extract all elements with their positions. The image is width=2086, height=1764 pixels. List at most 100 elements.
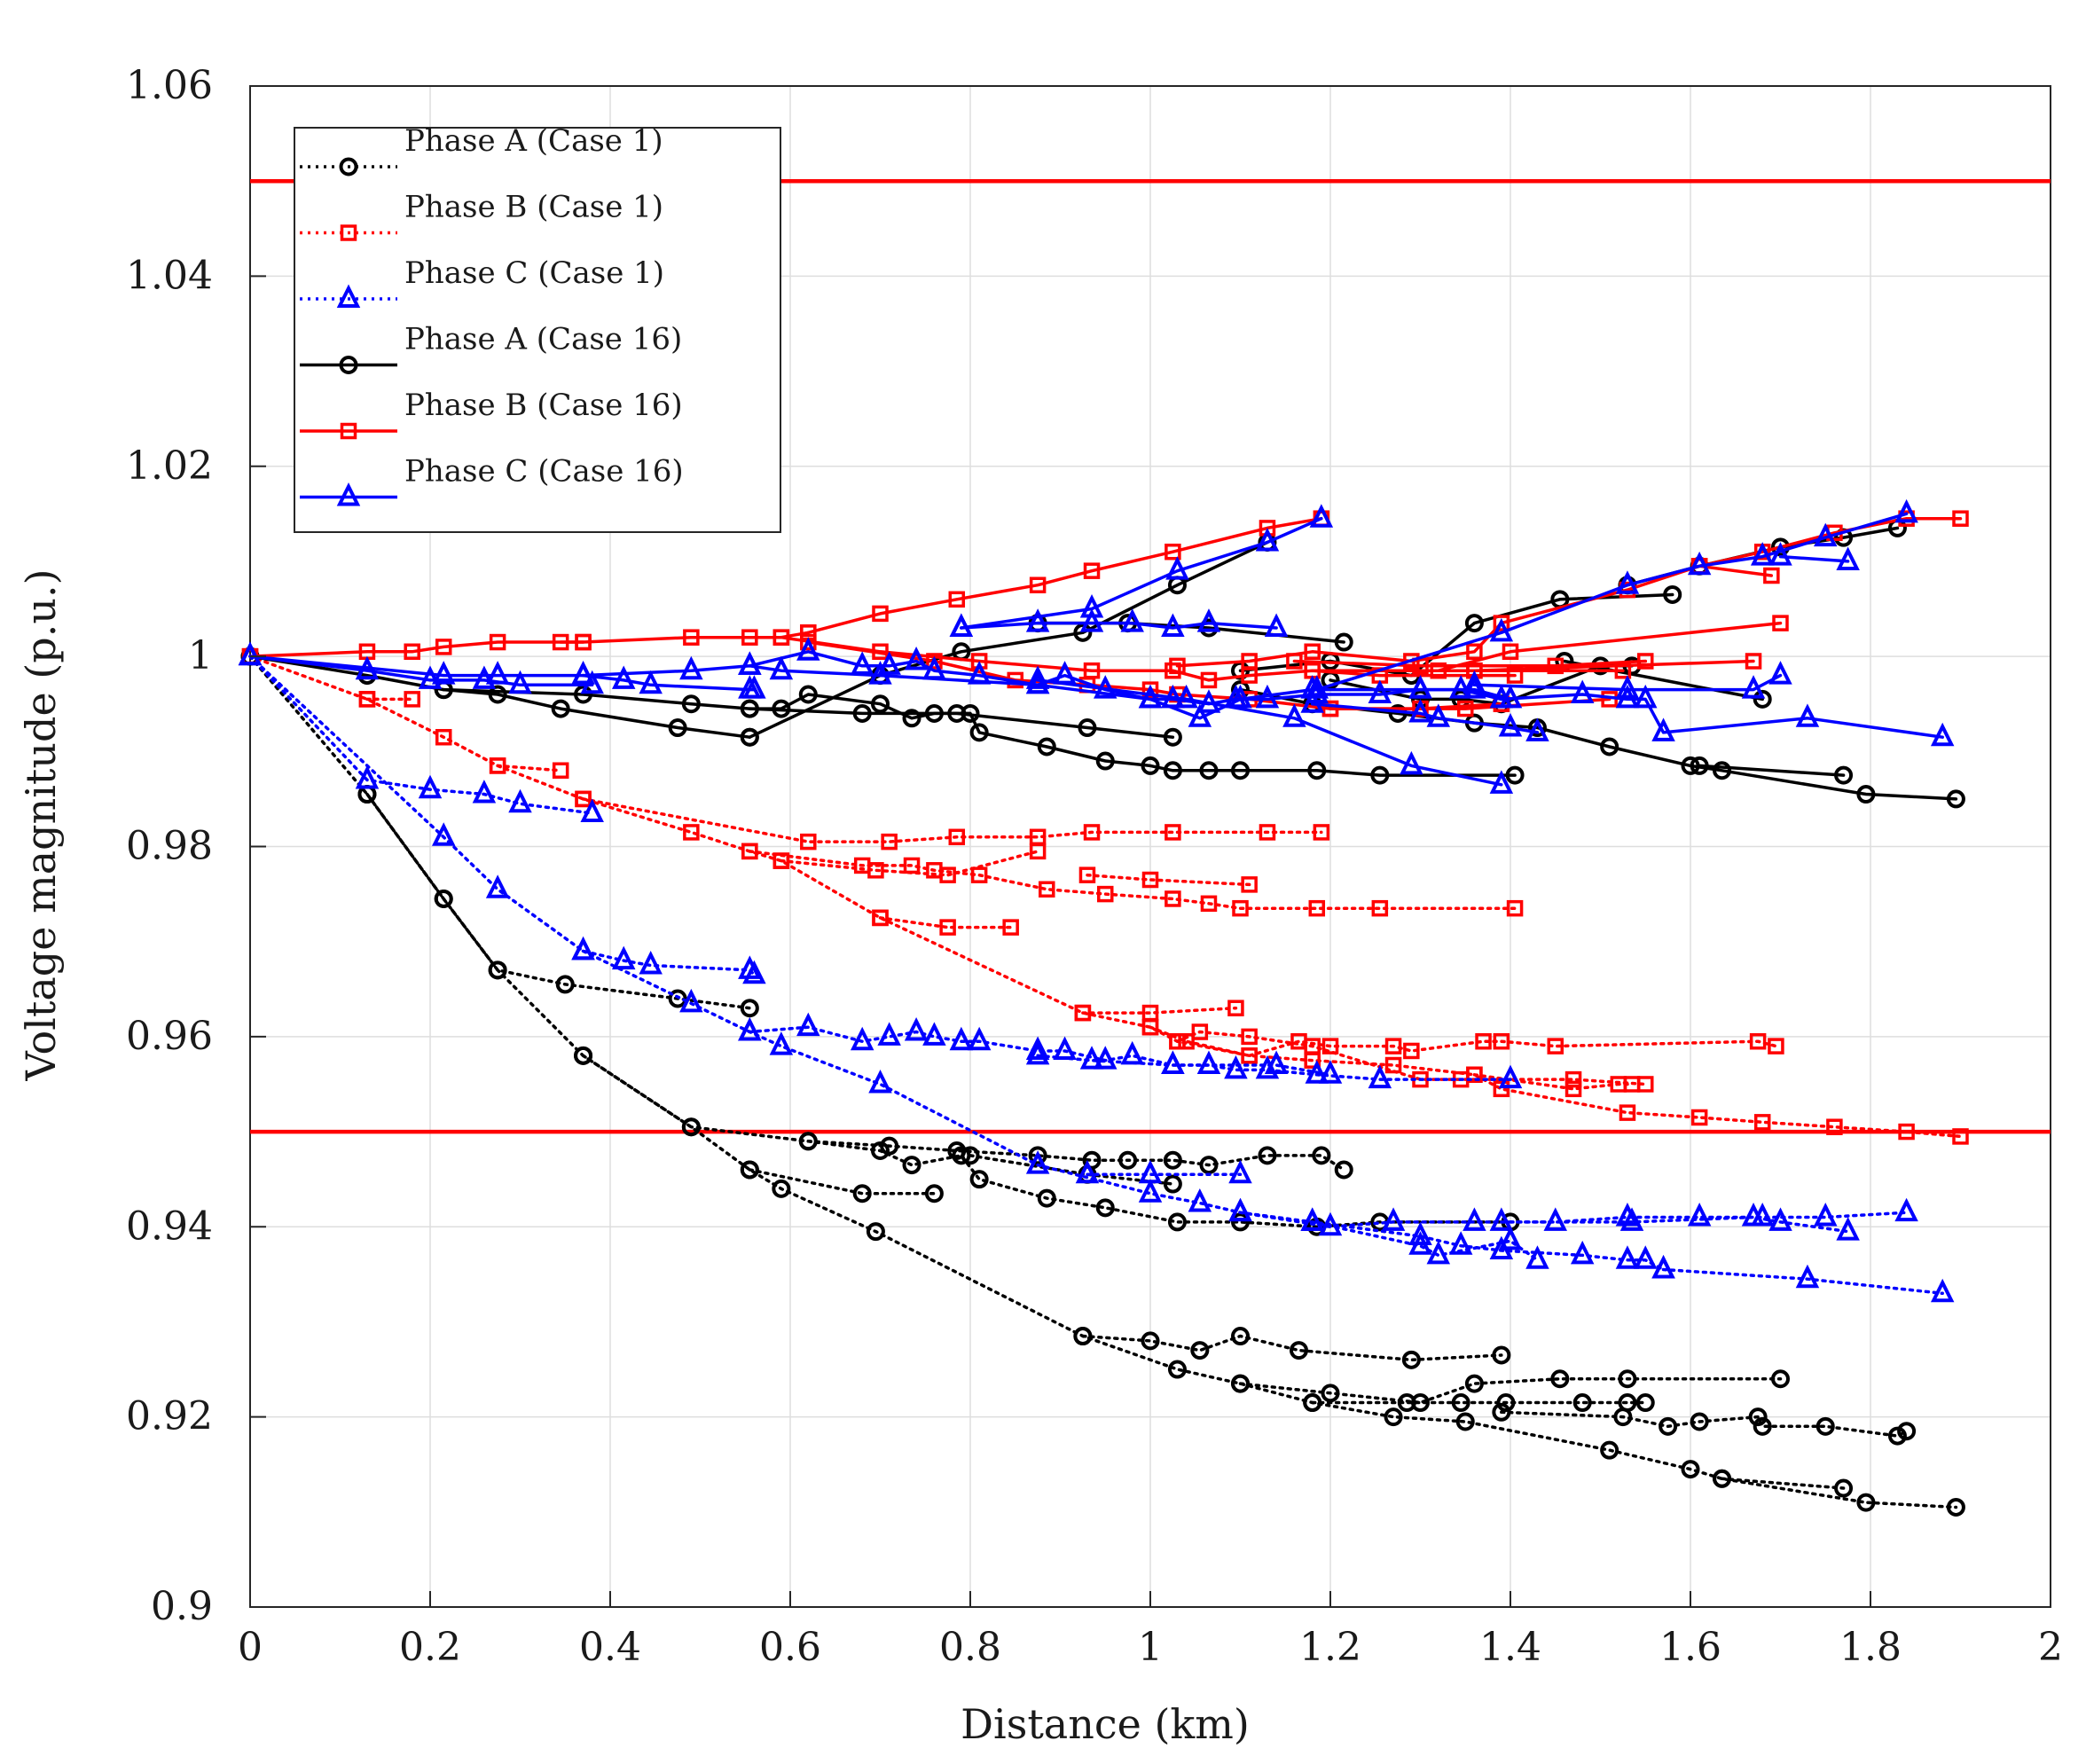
data-point — [1073, 623, 1093, 642]
data-point — [924, 1184, 944, 1203]
series-line — [1238, 1211, 1909, 1229]
data-point — [1463, 675, 1486, 699]
data-point — [1037, 737, 1056, 757]
data-point — [1600, 1440, 1619, 1460]
data-point — [571, 936, 595, 960]
data-point — [1228, 1159, 1252, 1184]
series-line — [1175, 1030, 1648, 1086]
series-line — [1149, 1025, 1778, 1058]
data-point — [679, 655, 703, 680]
series-line — [878, 916, 1013, 929]
data-point — [1264, 1050, 1289, 1075]
data-point — [969, 1170, 989, 1189]
data-point — [1570, 1240, 1595, 1265]
series-line — [248, 655, 1958, 1509]
data-point — [1370, 765, 1390, 785]
data-point — [1025, 1150, 1050, 1174]
data-point — [967, 661, 992, 685]
data-point — [1930, 1278, 1955, 1303]
data-point — [1094, 1046, 1118, 1070]
data-point — [1659, 1416, 1678, 1436]
data-point — [742, 675, 766, 699]
data-point — [1496, 1393, 1516, 1413]
data-point — [683, 629, 700, 646]
legend-marker — [340, 422, 357, 440]
data-point — [769, 655, 794, 680]
data-point — [1814, 1203, 1838, 1227]
data-point — [489, 757, 506, 774]
data-point — [1772, 615, 1789, 631]
y-tick-label: 0.96 — [126, 1014, 213, 1059]
y-tick-label: 1 — [188, 633, 213, 678]
data-point — [508, 670, 532, 694]
data-point — [1371, 899, 1389, 917]
data-point — [552, 762, 569, 779]
data-point — [1097, 885, 1114, 903]
data-point — [1241, 876, 1258, 893]
data-point — [1258, 1146, 1277, 1165]
data-point — [740, 999, 759, 1018]
legend-label: Phase A (Case 1) — [404, 123, 663, 159]
data-point — [904, 647, 929, 670]
data-point — [1231, 761, 1250, 780]
data-point — [1614, 662, 1632, 679]
data-point — [1768, 1207, 1792, 1231]
data-point — [238, 641, 263, 666]
data-point — [772, 1179, 791, 1198]
data-point — [1745, 653, 1762, 670]
series-line — [248, 631, 811, 658]
data-point — [1188, 1188, 1212, 1212]
data-point — [434, 889, 453, 908]
data-point — [1836, 546, 1860, 570]
data-point — [1095, 751, 1115, 771]
data-point — [1305, 675, 1329, 699]
data-point — [1525, 717, 1549, 741]
data-point — [1161, 613, 1185, 637]
legend-marker — [339, 157, 358, 176]
data-point — [1637, 653, 1654, 670]
data-point — [1231, 1374, 1250, 1393]
series-line — [780, 635, 1517, 682]
data-point — [1466, 643, 1483, 661]
data-point — [1321, 1038, 1339, 1054]
data-point — [1025, 1036, 1050, 1060]
x-tick-label: 1.2 — [1299, 1625, 1361, 1670]
series-line — [1720, 1477, 1846, 1490]
legend: Phase A (Case 1) Phase B (Case 1) Phase C … — [294, 123, 781, 533]
data-point — [1681, 1460, 1700, 1479]
data-point — [1741, 675, 1766, 699]
legend-marker — [340, 224, 357, 241]
data-point — [1163, 1150, 1182, 1170]
x-tick-label: 1.6 — [1659, 1625, 1721, 1670]
series-line — [496, 764, 562, 772]
data-point — [1307, 761, 1327, 780]
data-point — [867, 862, 884, 879]
data-point — [948, 828, 966, 846]
series-group — [238, 498, 1969, 1517]
data-point — [1028, 1146, 1047, 1165]
data-point — [1856, 1493, 1876, 1512]
data-point — [1505, 765, 1525, 785]
data-point — [485, 874, 510, 898]
data-point — [681, 694, 701, 714]
data-point — [1053, 1036, 1077, 1060]
series-line — [365, 792, 752, 1010]
data-point — [1651, 717, 1675, 741]
data-point — [1749, 1032, 1767, 1050]
x-tick-label: 2 — [2038, 1625, 2063, 1670]
data-point — [1313, 824, 1330, 841]
data-point — [1138, 1179, 1163, 1203]
data-point — [1368, 1064, 1392, 1089]
data-point — [1191, 1023, 1209, 1040]
series-line — [248, 655, 594, 687]
data-point — [1448, 1231, 1473, 1255]
data-point — [1489, 617, 1514, 642]
data-point — [1163, 1174, 1182, 1194]
data-point — [1161, 1050, 1185, 1075]
data-point — [639, 670, 663, 694]
series-line — [248, 655, 594, 815]
data-point — [552, 633, 569, 651]
data-point — [668, 718, 687, 738]
data-point — [922, 655, 946, 680]
data-point — [1815, 1416, 1835, 1436]
